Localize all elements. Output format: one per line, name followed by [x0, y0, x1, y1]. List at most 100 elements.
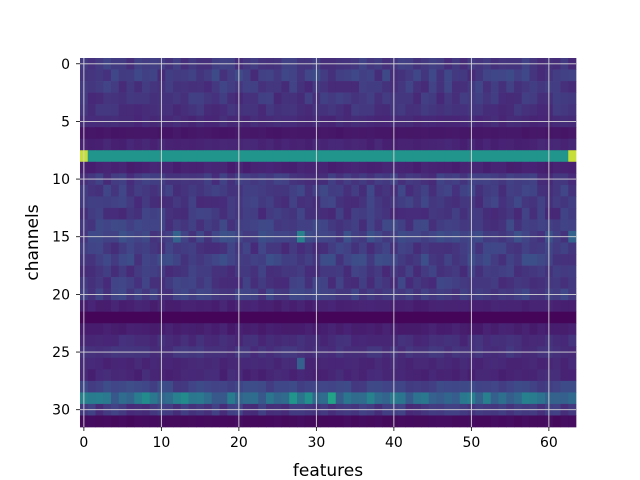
- heatmap-cell: [134, 254, 143, 266]
- heatmap-cell: [242, 161, 251, 174]
- heatmap-cell: [111, 69, 120, 82]
- heatmap-cell: [281, 357, 290, 370]
- heatmap-cell: [134, 127, 143, 140]
- heatmap-cell: [304, 138, 313, 151]
- heatmap-cell: [304, 161, 313, 174]
- heatmap-cell: [165, 138, 174, 151]
- heatmap-cell: [111, 415, 120, 428]
- heatmap-cell: [537, 357, 546, 370]
- heatmap-cell: [397, 415, 406, 428]
- heatmap-cell: [366, 104, 375, 117]
- heatmap-cell: [219, 300, 228, 313]
- heatmap-cell: [258, 369, 267, 382]
- heatmap-cell: [537, 311, 546, 324]
- heatmap-cell: [219, 415, 228, 428]
- heatmap-cell: [560, 357, 569, 370]
- heatmap-cell: [142, 92, 151, 105]
- heatmap-cell: [227, 311, 236, 324]
- heatmap-cell: [475, 92, 484, 105]
- heatmap-cell: [87, 161, 96, 174]
- heatmap-cell: [173, 357, 182, 370]
- heatmap-cell: [475, 369, 484, 382]
- heatmap-cell: [188, 357, 197, 370]
- heatmap-cell: [397, 392, 406, 405]
- heatmap-cell: [289, 265, 298, 278]
- heatmap-cell: [149, 69, 158, 82]
- heatmap-cell: [258, 392, 267, 405]
- heatmap-cell: [490, 69, 499, 82]
- heatmap-cell: [421, 219, 430, 232]
- heatmap-cell: [95, 92, 104, 105]
- heatmap-cell: [421, 357, 430, 370]
- heatmap-cell: [413, 196, 422, 209]
- heatmap-cell: [118, 392, 127, 405]
- heatmap-cell: [444, 161, 453, 174]
- heatmap-cell: [328, 219, 337, 232]
- heatmap-cell: [304, 196, 313, 209]
- heatmap-cell: [211, 311, 220, 324]
- heatmap-cell: [103, 415, 112, 428]
- heatmap-cell: [204, 265, 213, 278]
- heatmap-cell: [242, 323, 251, 336]
- heatmap-cell: [359, 104, 368, 117]
- heatmap-cell: [165, 127, 174, 140]
- heatmap-cell: [266, 334, 275, 347]
- heatmap-cell: [498, 265, 507, 278]
- heatmap-cell: [506, 92, 515, 105]
- heatmap-cell: [475, 300, 484, 313]
- heatmap-cell: [180, 150, 189, 163]
- heatmap-cell: [506, 392, 515, 405]
- heatmap-cell: [359, 196, 368, 209]
- heatmap-cell: [196, 92, 205, 105]
- heatmap-cell: [87, 300, 96, 313]
- heatmap-cell: [173, 127, 182, 140]
- heatmap-cell: [118, 277, 127, 289]
- heatmap-cell: [452, 357, 461, 370]
- heatmap-cell: [211, 334, 220, 347]
- heatmap-cell: [498, 150, 507, 163]
- heatmap-cell: [266, 265, 275, 278]
- heatmap-cell: [142, 81, 151, 93]
- heatmap-cell: [366, 207, 375, 220]
- heatmap-cell: [490, 184, 499, 197]
- heatmap-cell: [266, 311, 275, 324]
- heatmap-cell: [95, 104, 104, 117]
- heatmap-cell: [537, 300, 546, 313]
- heatmap-cell: [374, 150, 383, 163]
- heatmap-cell: [552, 357, 561, 370]
- heatmap-cell: [142, 334, 151, 347]
- heatmap-cell: [483, 380, 492, 393]
- heatmap-cell: [304, 311, 313, 324]
- heatmap-cell: [405, 254, 414, 266]
- heatmap-cell: [266, 242, 275, 255]
- heatmap-cell: [506, 265, 515, 278]
- heatmap-cell: [560, 69, 569, 82]
- heatmap-cell: [359, 69, 368, 82]
- heatmap-cell: [211, 150, 220, 163]
- heatmap-cell: [281, 415, 290, 428]
- heatmap-cell: [188, 184, 197, 197]
- heatmap-cell: [568, 207, 577, 220]
- heatmap-cell: [134, 161, 143, 174]
- heatmap-cell: [281, 300, 290, 313]
- heatmap-cell: [428, 380, 437, 393]
- heatmap-cell: [514, 92, 523, 105]
- heatmap-cell: [103, 150, 112, 163]
- heatmap-cell: [211, 300, 220, 313]
- heatmap-cell: [165, 323, 174, 336]
- heatmap-cell: [421, 380, 430, 393]
- heatmap-cell: [397, 323, 406, 336]
- heatmap-cell: [529, 380, 538, 393]
- heatmap-cell: [343, 138, 352, 151]
- heatmap-cell: [521, 369, 530, 382]
- heatmap-cell: [521, 357, 530, 370]
- heatmap-cell: [521, 69, 530, 82]
- heatmap-cell: [211, 127, 220, 140]
- heatmap-cell: [498, 392, 507, 405]
- heatmap-cell: [552, 69, 561, 82]
- heatmap-cell: [421, 161, 430, 174]
- heatmap-cell: [188, 138, 197, 151]
- heatmap-cell: [359, 150, 368, 163]
- heatmap-cell: [211, 242, 220, 255]
- heatmap-cell: [459, 196, 468, 209]
